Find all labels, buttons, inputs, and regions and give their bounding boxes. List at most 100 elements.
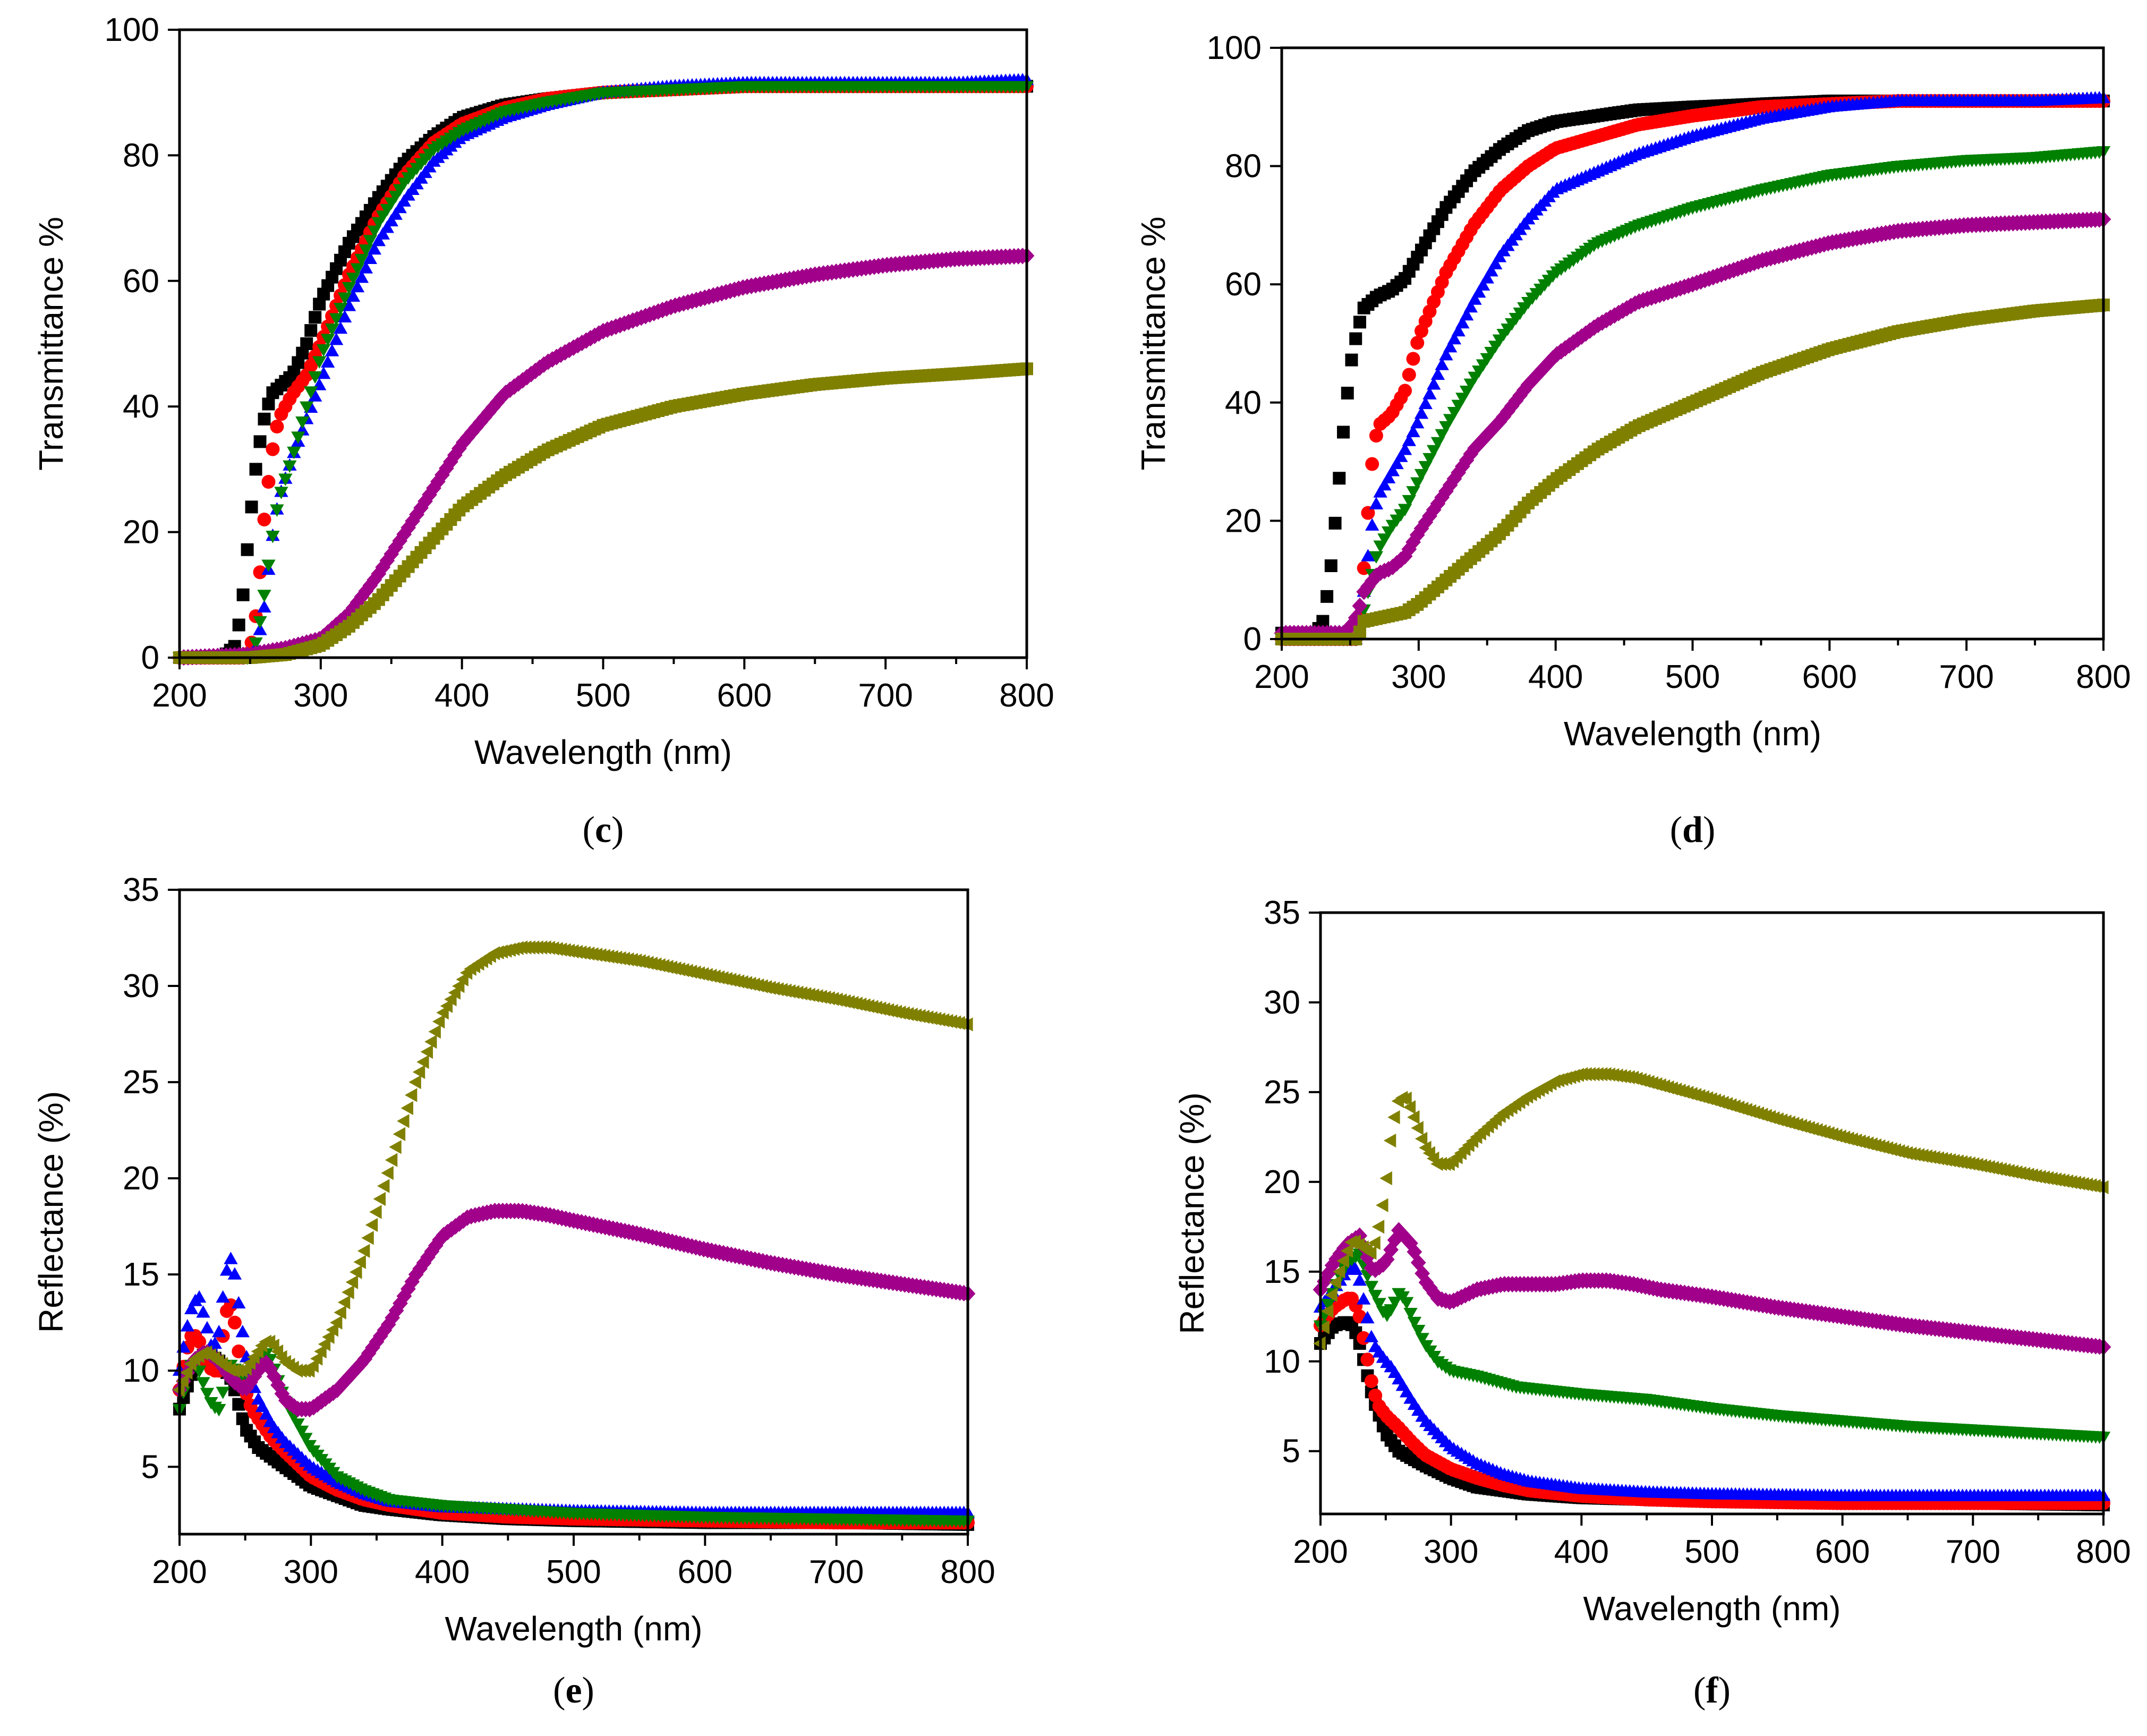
data-point [318, 1337, 331, 1351]
y-tick-label: 30 [1264, 984, 1300, 1021]
data-point [1459, 452, 1475, 469]
data-point [1504, 397, 1520, 415]
data-point [1373, 485, 1387, 498]
y-axis-title: Transmittance % [32, 217, 70, 471]
y-tick-label: 25 [123, 1064, 159, 1101]
x-tick-label: 600 [717, 677, 772, 714]
data-point [232, 1398, 245, 1411]
data-point [227, 1315, 242, 1330]
data-point [363, 235, 378, 248]
data-point [314, 1344, 327, 1359]
data-point [1410, 415, 1425, 429]
x-axis-title: Wavelength (nm) [445, 1610, 703, 1648]
data-point [1376, 1198, 1388, 1212]
series-olive [1313, 1067, 2109, 1351]
x-tick-label: 300 [1424, 1534, 1478, 1570]
data-point [1364, 573, 1380, 590]
data-point [192, 1290, 207, 1303]
y-tick-label: 100 [105, 12, 159, 48]
data-point [334, 1305, 346, 1320]
data-point [432, 1014, 445, 1029]
data-point [381, 1165, 394, 1180]
data-point [1365, 457, 1379, 471]
data-point [249, 463, 262, 476]
panel-label: (d) [1670, 810, 1716, 850]
data-point [358, 583, 374, 600]
data-point [180, 1319, 195, 1332]
x-tick-label: 800 [2076, 659, 2131, 695]
data-point [1496, 408, 1512, 426]
y-tick-label: 10 [1264, 1343, 1300, 1380]
y-tick-label: 20 [123, 1160, 159, 1197]
x-tick-label: 400 [434, 677, 489, 714]
data-point [1439, 347, 1453, 361]
y-axis-title: Transmittance % [1134, 217, 1172, 471]
data-point [295, 416, 310, 429]
x-tick-label: 800 [940, 1554, 995, 1590]
data-point [294, 1425, 309, 1439]
data-point [404, 1088, 418, 1102]
data-point [384, 214, 398, 227]
data-point [227, 1267, 242, 1280]
y-tick-label: 20 [123, 514, 159, 551]
data-point [1377, 478, 1392, 491]
data-point [1337, 426, 1350, 439]
data-point [1488, 257, 1503, 269]
data-point [1410, 477, 1425, 490]
y-tick-label: 5 [1282, 1433, 1300, 1470]
data-point [1455, 316, 1470, 329]
data-point [1368, 1388, 1383, 1402]
data-point [1487, 418, 1503, 435]
data-point [316, 366, 331, 379]
x-tick-label: 200 [152, 677, 207, 714]
data-point [342, 282, 356, 295]
plot-area [1313, 1067, 2111, 1512]
panel-label: (e) [553, 1670, 594, 1711]
data-point [1406, 486, 1420, 499]
data-point [196, 1377, 210, 1390]
data-point [353, 1255, 366, 1269]
data-point [258, 412, 271, 426]
data-point [448, 985, 461, 1000]
data-point [424, 1034, 437, 1049]
data-point [1415, 1131, 1428, 1146]
data-point [1341, 386, 1354, 399]
data-point [257, 600, 271, 613]
data-point [1379, 1171, 1392, 1186]
data-point [375, 559, 391, 576]
x-tick-label: 200 [152, 1554, 207, 1590]
data-point [329, 313, 344, 326]
data-point [253, 623, 267, 635]
data-point [304, 386, 318, 399]
data-point [393, 1127, 406, 1142]
x-tick-label: 800 [999, 677, 1054, 714]
data-point [236, 588, 250, 601]
data-point [291, 1418, 305, 1431]
x-tick-label: 800 [2076, 1534, 2131, 1570]
data-point [216, 1386, 230, 1399]
data-point [388, 207, 403, 220]
data-point [1459, 308, 1474, 321]
data-point [1402, 495, 1416, 508]
data-point [291, 431, 305, 444]
data-point [1353, 625, 1366, 639]
data-point [232, 618, 245, 632]
data-point [320, 355, 335, 368]
data-point [325, 324, 339, 336]
data-point [1356, 583, 1372, 600]
data-point [333, 303, 348, 316]
data-point [1476, 278, 1490, 291]
data-point [1529, 368, 1544, 385]
data-point [304, 324, 318, 337]
data-point [308, 371, 322, 384]
data-point [1401, 541, 1417, 558]
data-point [208, 1336, 222, 1349]
data-point [365, 1218, 378, 1232]
data-point [1422, 387, 1437, 399]
data-point [1364, 1374, 1378, 1388]
data-point [266, 442, 280, 456]
x-tick-label: 700 [1946, 1534, 2000, 1570]
data-point [1537, 359, 1553, 376]
data-point [1352, 598, 1368, 615]
y-tick-label: 10 [123, 1352, 159, 1389]
